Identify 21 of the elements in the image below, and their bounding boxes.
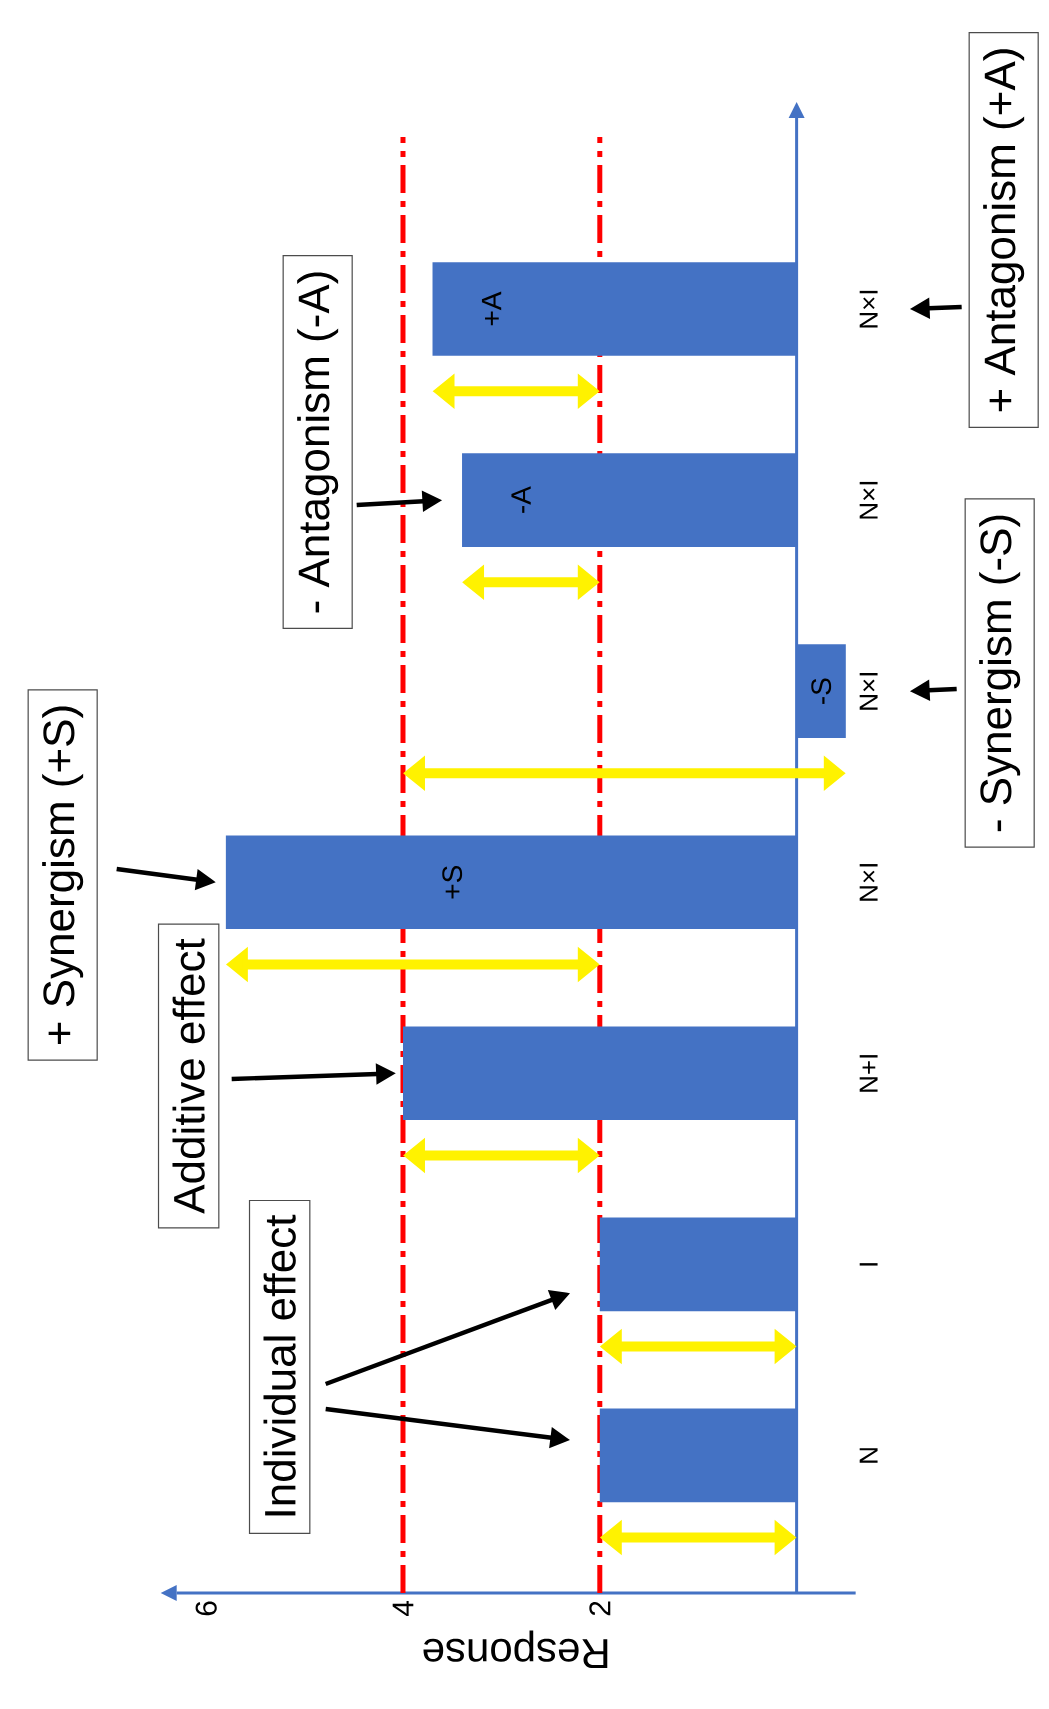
y-tick-label: N×I <box>859 672 878 710</box>
y-tick-label: N+I <box>859 1055 878 1092</box>
text: - Synergism (-S) <box>979 515 1021 832</box>
text: + Synergism (+S) <box>42 706 84 1044</box>
annotation: Additive effect <box>172 938 205 1214</box>
annotation: -A <box>511 486 531 513</box>
annotation: -S <box>811 678 832 704</box>
annotation: +A <box>482 291 502 326</box>
y-tick-label: N×I <box>859 290 878 328</box>
x-tick-label: 6 <box>195 1601 217 1616</box>
y-tick-label: I <box>859 1263 878 1266</box>
y-tick-label: N×I <box>859 864 878 901</box>
x-axis-title: Response <box>423 1630 608 1669</box>
text: + Antagonism (+A) <box>983 49 1025 412</box>
x-tick-label: 2 <box>589 1601 611 1616</box>
y-tick-label: N <box>859 1448 878 1463</box>
x-tick-label: 4 <box>392 1600 414 1617</box>
annotation: +S <box>442 866 463 899</box>
y-tick-label: N×I <box>859 481 878 519</box>
annotation: - Antagonism (-A) <box>297 272 339 613</box>
annotation: Individual effect <box>263 1214 296 1516</box>
